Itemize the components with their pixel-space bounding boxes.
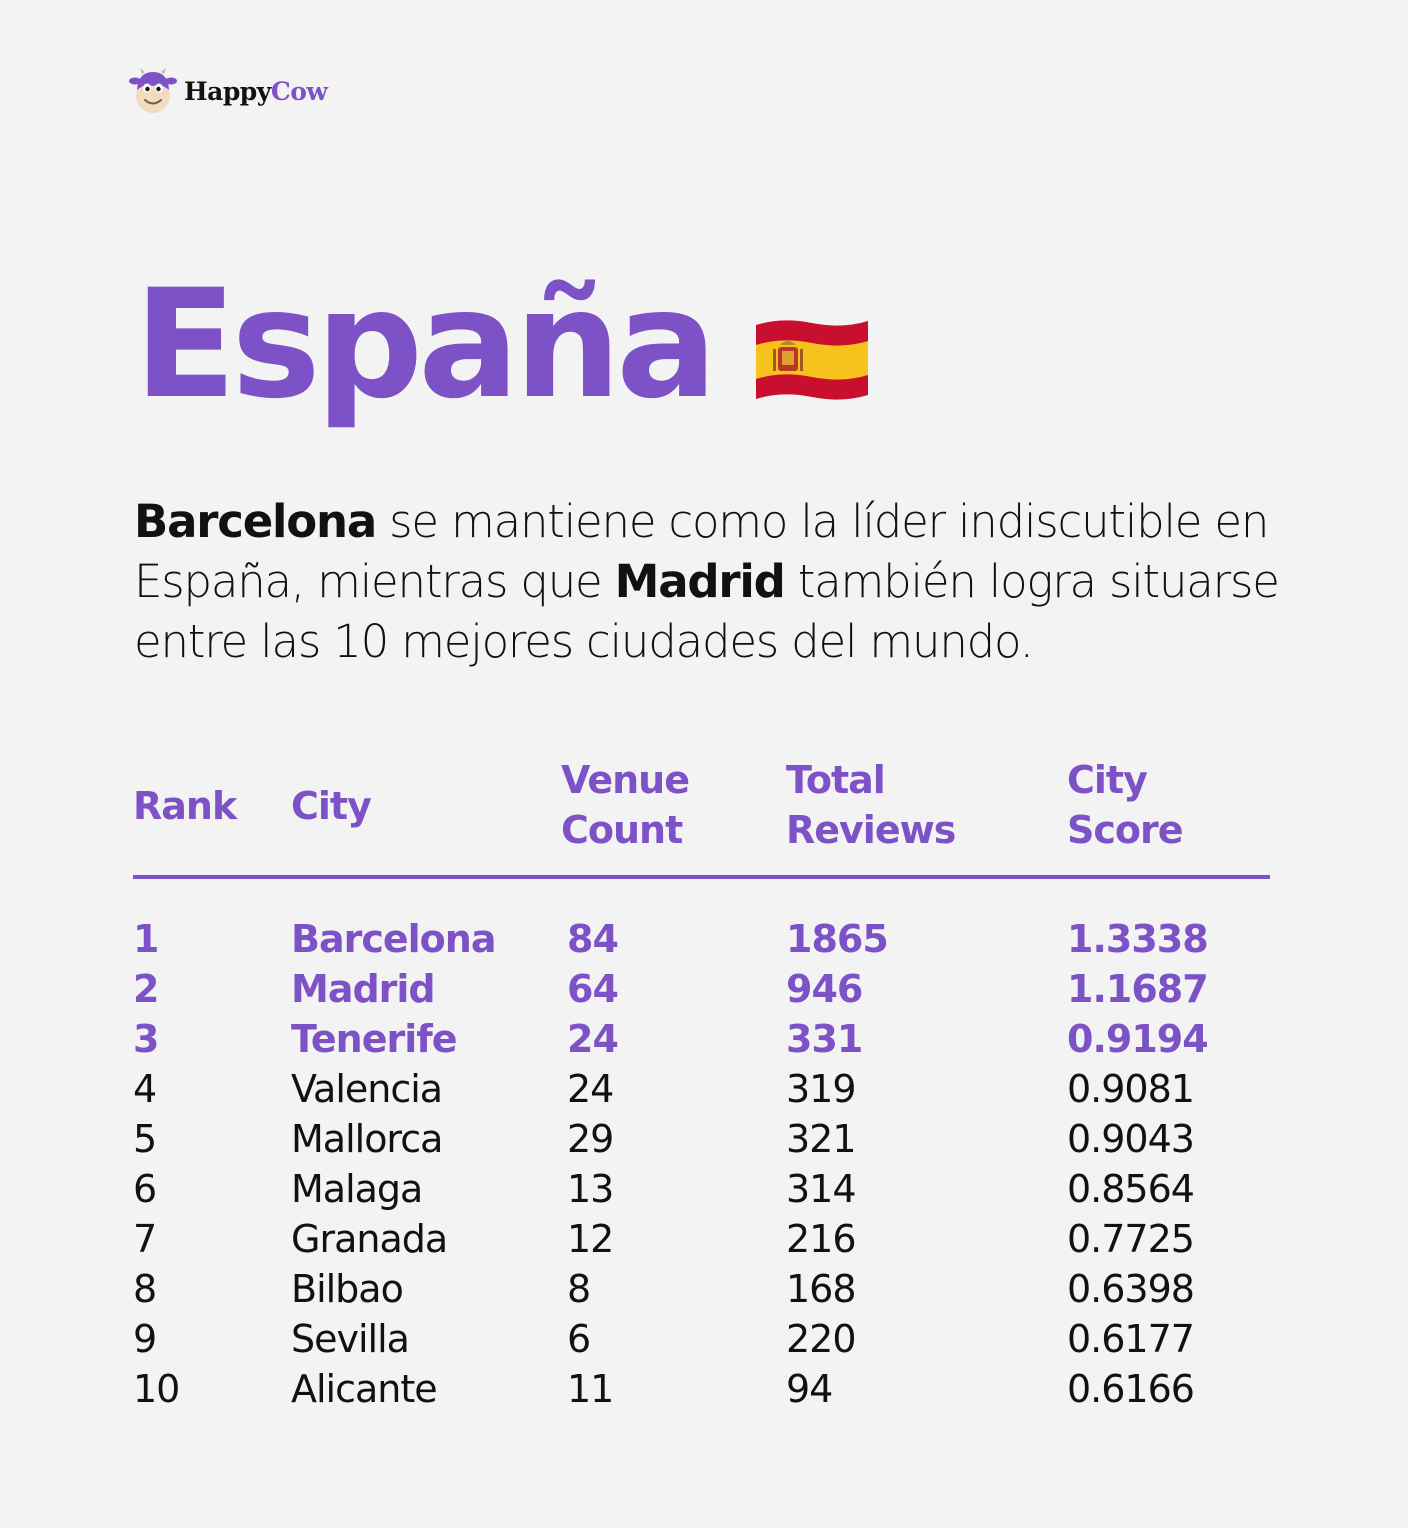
- cell-venue-count: 84: [567, 917, 619, 961]
- cell-city-score: 1.3338: [1067, 917, 1209, 961]
- cell-total-reviews: 331: [786, 1017, 863, 1061]
- intro-text-2: también logra situarse entre las 10 mejo…: [134, 555, 1280, 668]
- intro-paragraph: Barcelona se mantiene como la líder indi…: [134, 492, 1314, 672]
- cell-city: Sevilla: [291, 1317, 410, 1361]
- header-rank: Rank: [133, 784, 237, 828]
- intro-text-1: se mantiene como la líder indiscutible e…: [134, 495, 1269, 608]
- header-score-line2: Score: [1067, 808, 1184, 852]
- cell-city-score: 0.8564: [1067, 1167, 1195, 1211]
- cell-total-reviews: 1865: [786, 917, 889, 961]
- cell-city: Mallorca: [291, 1117, 443, 1161]
- cell-city-score: 0.9081: [1067, 1067, 1195, 1111]
- spain-flag-icon: [756, 320, 869, 400]
- cell-total-reviews: 94: [786, 1367, 833, 1411]
- title-row: España: [134, 270, 872, 420]
- header-reviews-line1: Total: [786, 758, 886, 802]
- page-title: España: [134, 258, 717, 432]
- table-row: 8 Bilbao 8 168 0.6398: [133, 1264, 1270, 1314]
- cell-rank: 5: [133, 1117, 157, 1161]
- cell-city: Bilbao: [291, 1267, 404, 1311]
- table-body: 1 Barcelona 84 1865 1.3338 2 Madrid 64 9…: [133, 914, 1270, 1414]
- table-row: 10 Alicante 11 94 0.6166: [133, 1364, 1270, 1414]
- cell-venue-count: 6: [567, 1317, 591, 1361]
- header-reviews-line2: Reviews: [786, 808, 956, 852]
- brand-name-happy: Happy: [184, 76, 271, 106]
- cell-city-score: 0.9043: [1067, 1117, 1195, 1161]
- cell-city: Valencia: [291, 1067, 443, 1111]
- cell-city-score: 0.6166: [1067, 1367, 1195, 1411]
- city-ranking-table: Rank City Venue Count Total Reviews City…: [133, 755, 1270, 1414]
- table-row: 3 Tenerife 24 331 0.9194: [133, 1014, 1270, 1064]
- cell-rank: 6: [133, 1167, 157, 1211]
- cell-city: Alicante: [291, 1367, 438, 1411]
- cell-rank: 9: [133, 1317, 157, 1361]
- brand-name: HappyCow: [184, 76, 328, 106]
- cell-total-reviews: 216: [786, 1217, 857, 1261]
- cell-total-reviews: 946: [786, 967, 863, 1011]
- header-venue-count: Venue Count: [561, 755, 690, 855]
- header-venue-line1: Venue: [561, 758, 690, 802]
- cell-rank: 4: [133, 1067, 157, 1111]
- cell-rank: 1: [133, 917, 159, 961]
- cell-venue-count: 13: [567, 1167, 614, 1211]
- table-row: 5 Mallorca 29 321 0.9043: [133, 1114, 1270, 1164]
- cell-rank: 3: [133, 1017, 159, 1061]
- table-row: 7 Granada 12 216 0.7725: [133, 1214, 1270, 1264]
- cell-city-score: 1.1687: [1067, 967, 1209, 1011]
- cow-face-icon: [129, 68, 177, 113]
- cell-venue-count: 8: [567, 1267, 591, 1311]
- table-row: 2 Madrid 64 946 1.1687: [133, 964, 1270, 1014]
- header-venue-line2: Count: [561, 808, 683, 852]
- cell-city-score: 0.7725: [1067, 1217, 1195, 1261]
- cell-venue-count: 64: [567, 967, 619, 1011]
- cell-total-reviews: 220: [786, 1317, 857, 1361]
- table-row: 6 Malaga 13 314 0.8564: [133, 1164, 1270, 1214]
- intro-bold-madrid: Madrid: [614, 555, 786, 608]
- cell-city: Barcelona: [291, 917, 496, 961]
- cell-rank: 10: [133, 1367, 180, 1411]
- brand-name-cow: Cow: [270, 76, 328, 106]
- table-row: 9 Sevilla 6 220 0.6177: [133, 1314, 1270, 1364]
- cell-city-score: 0.6177: [1067, 1317, 1195, 1361]
- cell-total-reviews: 319: [786, 1067, 857, 1111]
- intro-bold-barcelona: Barcelona: [134, 495, 377, 548]
- cell-total-reviews: 314: [786, 1167, 857, 1211]
- cell-city: Granada: [291, 1217, 448, 1261]
- header-total-reviews: Total Reviews: [786, 755, 956, 855]
- cell-city-score: 0.9194: [1067, 1017, 1209, 1061]
- cell-city: Malaga: [291, 1167, 423, 1211]
- header-city: City: [291, 784, 372, 828]
- cell-rank: 8: [133, 1267, 157, 1311]
- cell-city: Madrid: [291, 967, 436, 1011]
- cell-total-reviews: 168: [786, 1267, 857, 1311]
- cell-rank: 2: [133, 967, 159, 1011]
- happycow-logo: HappyCow: [128, 66, 328, 116]
- cell-rank: 7: [133, 1217, 157, 1261]
- cell-venue-count: 24: [567, 1017, 619, 1061]
- cell-venue-count: 29: [567, 1117, 614, 1161]
- table-header: Rank City Venue Count Total Reviews City…: [133, 755, 1270, 879]
- cell-city: Tenerife: [291, 1017, 458, 1061]
- header-score-line1: City: [1067, 758, 1148, 802]
- cell-total-reviews: 321: [786, 1117, 857, 1161]
- cell-city-score: 0.6398: [1067, 1267, 1195, 1311]
- cell-venue-count: 12: [567, 1217, 614, 1261]
- table-row: 1 Barcelona 84 1865 1.3338: [133, 914, 1270, 964]
- header-city-score: City Score: [1067, 755, 1184, 855]
- table-row: 4 Valencia 24 319 0.9081: [133, 1064, 1270, 1114]
- cell-venue-count: 24: [567, 1067, 614, 1111]
- cell-venue-count: 11: [567, 1367, 614, 1411]
